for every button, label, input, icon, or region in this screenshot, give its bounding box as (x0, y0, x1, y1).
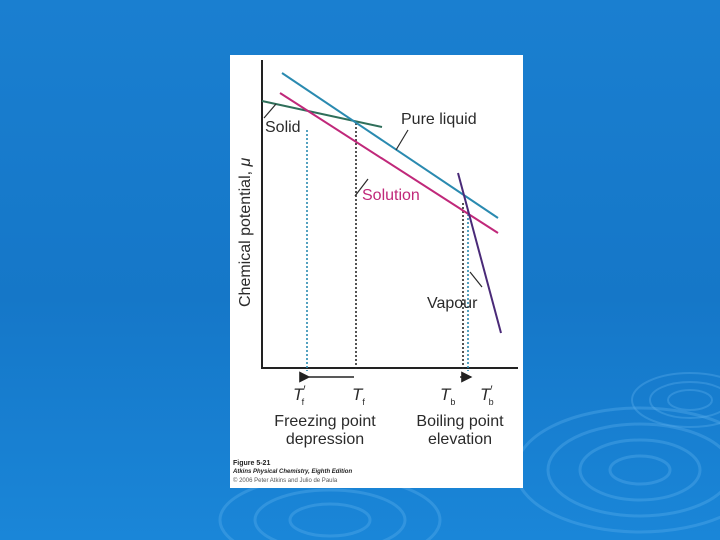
solid-leader (263, 103, 277, 119)
tb-prime-label: T′ b (480, 383, 494, 407)
chemical-potential-diagram: Chemical potential, μ Solid Pure liquid … (237, 60, 518, 448)
tf-label: Tf (352, 385, 365, 407)
solution-leader (354, 178, 369, 197)
pure-liquid-line (281, 72, 499, 219)
tb-label: Tb (440, 385, 455, 407)
copyright-line: © 2006 Peter Atkins and Julio de Paula (233, 478, 338, 484)
vapour-line (457, 172, 502, 334)
solution-label: Solution (362, 187, 420, 204)
figure-card: Chemical potential, μ Solid Pure liquid … (230, 55, 523, 488)
y-axis-label: Chemical potential, μ (237, 157, 254, 307)
tf-prime-label: T′ f (293, 383, 306, 407)
book-title: Atkins Physical Chemistry, Eighth Editio… (233, 469, 353, 475)
figure-number: Figure 5-21 (233, 460, 271, 467)
solid-label: Solid (265, 119, 301, 136)
solid-line (261, 100, 383, 128)
pure-liquid-leader (395, 129, 409, 151)
vapour-label: Vapour (427, 295, 478, 312)
vapour-leader (469, 271, 483, 288)
boiling-label-line-1: Boiling point (416, 413, 504, 430)
boiling-label-line-2: elevation (428, 431, 492, 448)
solution-line (279, 92, 499, 234)
freezing-label-line-1: Freezing point (274, 413, 376, 430)
pure-liquid-label: Pure liquid (401, 111, 477, 128)
freezing-label-line-2: depression (286, 431, 364, 448)
